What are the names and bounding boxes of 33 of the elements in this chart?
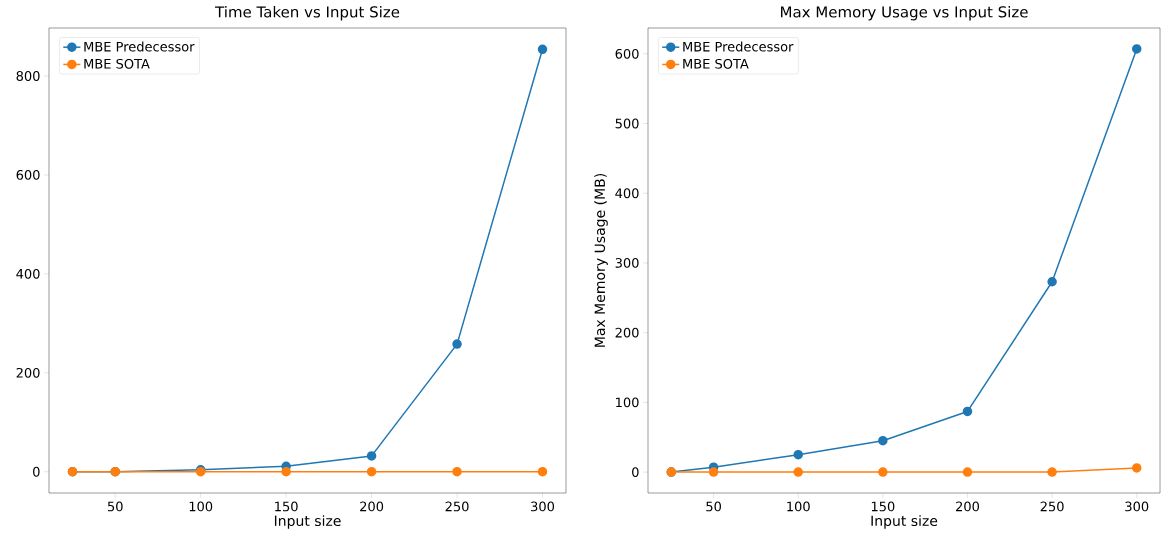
y-tick-label: 400 — [615, 188, 639, 199]
y-tick-label: 0 — [632, 467, 639, 478]
x-tick-label: 100 — [189, 501, 213, 512]
x-tick-label: 250 — [445, 501, 469, 512]
y-tick-label: 300 — [615, 258, 639, 268]
x-tick-label: 150 — [275, 501, 298, 512]
x-tick-label: 150 — [871, 501, 895, 512]
x-tick-label: 250 — [1040, 501, 1064, 512]
y-tick-label: 500 — [615, 118, 639, 129]
y-tick-label: 600 — [16, 170, 40, 180]
x-tick-label: 300 — [1125, 501, 1149, 512]
x-tick-label: 50 — [706, 501, 721, 512]
legend-label: MBE Predecessor — [84, 41, 195, 52]
chart-title: Time Taken vs Input Size — [215, 5, 400, 21]
y-tick-label: 200 — [615, 327, 639, 338]
x-tick-label: 300 — [531, 501, 555, 512]
legend-label: MBE SOTA — [84, 58, 150, 69]
y-tick-label: 200 — [16, 367, 40, 378]
chart-title: Max Memory Usage vs Input Size — [781, 5, 1028, 21]
y-tick-label: 600 — [615, 48, 639, 59]
y-axis-title: Max Memory Usage (MB) — [594, 173, 608, 347]
x-tick-label: 200 — [956, 501, 980, 512]
y-tick-label: 400 — [16, 268, 40, 279]
x-axis-title: Input size — [871, 515, 938, 529]
y-tick-label: 0 — [33, 466, 40, 477]
y-tick-label: 800 — [16, 71, 40, 81]
x-tick-label: 100 — [787, 501, 810, 512]
x-axis-title: Input size — [274, 515, 341, 529]
x-tick-label: 200 — [360, 501, 384, 512]
y-tick-label: 100 — [616, 397, 639, 408]
legend-label: MBE Predecessor — [683, 41, 794, 52]
x-tick-label: 50 — [107, 501, 123, 512]
legend-label: MBE SOTA — [683, 58, 749, 69]
